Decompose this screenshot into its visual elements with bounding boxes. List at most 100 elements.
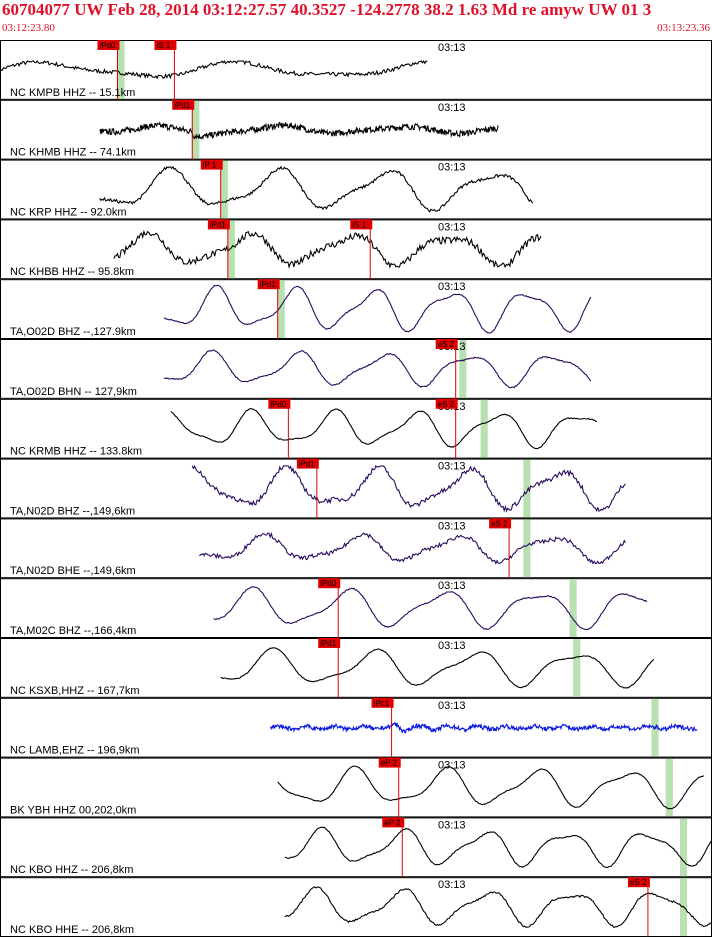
trace-panel: 03:13 eP 2 BK YBH HHZ 00,202,0km [0,757,712,818]
trace-panel: 03:13 iPd0 TA,M02C BHZ --,166,4km [0,578,712,639]
pick-label: iPc1 [374,699,390,708]
analysis-window [665,758,673,817]
pick-flag [435,339,458,349]
analysis-window [569,579,577,637]
waveform [163,284,592,334]
station-label: NC KRP HHZ -- 92.0km [10,206,127,218]
waveform [213,586,648,630]
station-label: TA,N02D BHZ --,149,6km [10,505,135,517]
station-label: NC LAMB,EHZ -- 196,9km [10,745,140,757]
pick-label: iPd0 [99,41,116,50]
minute-tick-label: 03:13 [438,162,466,174]
station-label: NC KSXB,HHZ -- 167,7km [10,685,140,697]
pick-flag [489,518,512,529]
trace-panel: 03:13 eS 2 TA,N02D BHE --,149,6km [0,518,712,579]
waveform [113,229,542,269]
waveform [270,721,698,734]
start-time-label: 03:12:23.80 [2,22,55,34]
pick-label: eS 2 [491,519,508,528]
waveform [170,408,598,450]
analysis-window [480,399,488,458]
minute-tick-label: 03:13 [438,700,466,712]
analysis-window [523,459,531,518]
pick-flag [627,877,650,888]
station-label: NC KRMB HHZ -- 133.8km [10,446,142,458]
station-label: NC KMPB HHZ -- 15.1km [10,87,135,99]
minute-tick-label: 03:13 [438,102,466,114]
pick-flag [318,578,341,589]
trace-panel: 03:13 iPc1 NC LAMB,EHZ -- 196,9km [0,697,712,758]
pick-label: iPd1 [260,280,277,289]
pick-label: iPd0 [320,579,337,588]
pick-label: iPd1 [299,460,316,469]
waveform [199,531,626,565]
station-label: NC KHMB HHZ -- 74.1km [10,147,136,159]
minute-tick-label: 03:13 [438,640,466,652]
trace-panel: 03:13 iPd1 NC KHMB HHZ -- 74.1km [0,99,712,160]
end-time-label: 03:13:23.36 [657,22,710,34]
trace-panel: 03:13 iPd1 TA,N02D BHZ --,149,6km [0,458,712,519]
minute-tick-label: 03:13 [438,760,466,772]
minute-tick-label: 03:13 [438,221,466,233]
pick-flag [318,638,341,648]
analysis-window [220,160,228,219]
pick-label: eS 2 [438,340,455,349]
pick-flag [382,817,405,828]
pick-flag [172,99,195,110]
pick-flag [268,398,291,409]
pick-label: eP 2 [381,759,398,768]
trace-panel: 03:13 iPd1 TA,O02D BHZ --,127.9km [0,279,712,340]
analysis-window [227,220,235,279]
pick-label: iPd0 [270,400,287,409]
analysis-window [277,280,285,338]
analysis-window [523,519,531,578]
station-label: TA,O02D BHZ --,127.9km [10,326,136,338]
pick-label: iS 1 [352,220,366,229]
pick-flag [435,398,458,409]
trace-panel: 03:13 eP 2 NC KBO HHZ -- 206,8km [0,817,712,878]
minute-tick-label: 03:13 [438,580,466,592]
pick-flag [296,458,319,469]
trace-panel: 03:13 iP 1 NC KRP HHZ -- 92.0km [0,159,712,220]
analysis-window [573,639,581,697]
pick-label: iPd1 [174,101,191,110]
minute-tick-label: 03:13 [438,879,466,891]
pick-label: iPd1 [320,639,337,648]
pick-flag [207,219,230,230]
event-title: 60704077 UW Feb 28, 2014 03:12:27.57 40.… [2,0,652,19]
station-label: NC KHBB HHZ -- 95.8km [10,266,134,278]
pick-label: eS 2 [630,878,647,887]
waveform [284,886,712,928]
pick-flag [97,40,120,50]
minute-tick-label: 03:13 [438,281,466,293]
minute-tick-label: 03:13 [438,520,466,532]
station-label: BK YBH HHZ 00,202,0km [10,804,136,816]
trace-panel: 03:13iPd0eS 2NC KRMB HHZ -- 133.8km [0,398,712,459]
trace-panel: 03:13 iPd1 iS 1 NC KHBB HHZ -- 95.8km [0,219,712,280]
analysis-window [117,41,125,99]
waveform [277,765,705,810]
pick-flag [350,219,373,230]
trace-panel: 03:13 iPd0 iS 1 NC KMPB HHZ -- 15.1km [0,40,712,100]
pick-label: iPd1 [210,220,227,229]
pick-label: iP 1 [203,161,217,170]
station-label: TA,M02C BHZ --,166,4km [10,625,136,637]
pick-flag [378,757,401,768]
pick-label: iS 1 [156,41,170,50]
waveform [99,165,534,213]
station-label: NC KBO HHZ -- 206,8km [10,864,133,876]
analysis-window [192,100,200,159]
trace-panel: 03:13 eS 2 NC KBO HHE -- 206,8km [0,877,712,938]
minute-tick-label: 03:13 [438,461,466,473]
pick-flag [200,159,223,170]
station-label: NC KBO HHE -- 206,8km [10,924,134,936]
waveform [0,60,428,80]
waveform [163,349,592,389]
waveform [284,826,712,868]
trace-panel: 03:13 iPd1 NC KSXB,HHZ -- 167,7km [0,638,712,698]
analysis-window [679,818,688,877]
pick-label: eP 2 [384,818,401,827]
waveform [220,647,655,689]
waveform [99,121,499,140]
